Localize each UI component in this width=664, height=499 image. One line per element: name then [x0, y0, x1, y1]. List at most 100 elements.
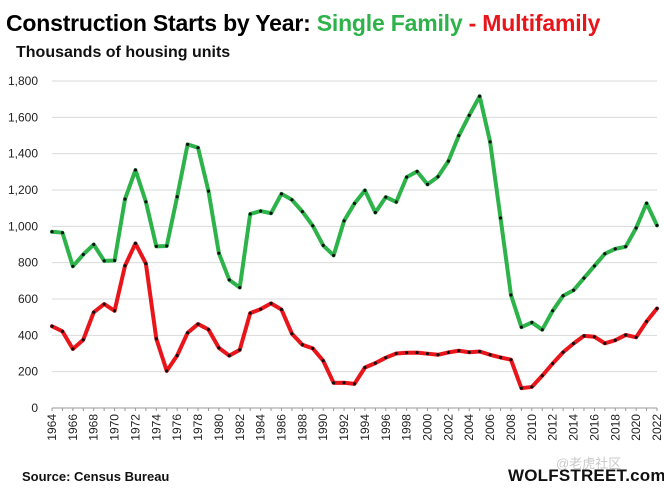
single-family-point [624, 245, 628, 249]
title-main: Construction Starts by Year: [6, 10, 317, 36]
single-family-point [290, 198, 294, 202]
x-tick-label: 2018 [608, 414, 622, 441]
x-tick-label: 2016 [587, 414, 601, 441]
x-tick-label: 1988 [295, 414, 309, 441]
single-family-point [498, 216, 503, 220]
single-family-point [425, 182, 430, 186]
multifamily-point [540, 374, 544, 378]
x-tick-label: 2020 [629, 414, 643, 441]
single-family-point [332, 253, 336, 257]
multifamily-point [373, 361, 377, 365]
single-family-point [603, 252, 607, 256]
multifamily-point [624, 333, 628, 337]
multifamily-point [217, 346, 221, 350]
title-separator: - [462, 10, 483, 36]
multifamily-point [300, 343, 304, 347]
single-family-point [363, 188, 367, 192]
x-tick-label: 1980 [212, 414, 226, 441]
multifamily-point [561, 350, 565, 354]
multifamily-point [478, 349, 482, 354]
x-tick-label: 1978 [191, 414, 205, 441]
single-family-point [206, 189, 211, 193]
x-tick-label: 1974 [149, 414, 163, 441]
single-family-point [405, 175, 409, 179]
title-multifamily: Multifamily [482, 10, 601, 36]
single-family-point [582, 276, 586, 280]
x-tick-label: 2004 [462, 414, 476, 441]
single-family-point [102, 259, 106, 263]
single-family-point [321, 243, 325, 248]
multifamily-point [133, 241, 138, 246]
single-family-point [71, 264, 75, 268]
multifamily-point [436, 353, 440, 357]
x-tick-label: 2006 [483, 414, 497, 441]
single-family-point [217, 251, 221, 255]
multifamily-point [144, 261, 148, 266]
multifamily-point [446, 350, 450, 355]
multifamily-point [92, 310, 96, 314]
x-tick-label: 1968 [87, 414, 101, 441]
chart-title: Construction Starts by Year: Single Fami… [6, 10, 600, 37]
single-family-point [154, 244, 158, 248]
multifamily-point [644, 319, 649, 324]
single-family-point [519, 325, 523, 329]
single-family-point [457, 134, 461, 138]
x-tick-label: 1966 [66, 414, 80, 441]
single-family-point [165, 244, 169, 248]
y-tick-label: 0 [31, 401, 38, 415]
single-family-point [634, 226, 638, 230]
multifamily-point [259, 307, 263, 311]
multifamily-point [352, 382, 357, 386]
single-family-point [133, 168, 138, 172]
single-family-point [592, 264, 597, 268]
multifamily-point [186, 331, 190, 335]
watermark: @老虎社区 [556, 456, 622, 471]
single-family-point [60, 231, 65, 235]
single-family-point [186, 142, 190, 147]
single-family-point [415, 169, 419, 174]
x-tick-label: 2010 [525, 414, 539, 441]
multifamily-point [467, 350, 471, 354]
single-family-point [488, 140, 492, 144]
single-family-point [613, 247, 617, 251]
multifamily-point [519, 386, 523, 390]
multifamily-point [488, 353, 492, 357]
multifamily-point [227, 354, 231, 358]
multifamily-point [112, 309, 117, 313]
x-tick-label: 1984 [254, 414, 268, 441]
single-family-point [540, 328, 544, 332]
multifamily-point [384, 356, 388, 360]
y-tick-label: 800 [18, 256, 38, 270]
multifamily-point [571, 341, 576, 346]
single-family-point [175, 195, 179, 199]
multifamily-point [206, 327, 211, 332]
multifamily-point [363, 365, 367, 370]
title-single-family: Single Family [316, 10, 463, 36]
single-family-point [92, 242, 96, 247]
single-family-point [446, 159, 450, 163]
multifamily-point [603, 341, 607, 345]
single-family-point [530, 320, 534, 325]
y-tick-label: 1,400 [8, 147, 38, 161]
y-tick-label: 1,000 [8, 219, 38, 233]
multifamily-point [248, 311, 252, 315]
multifamily-point [102, 302, 106, 306]
single-family-point [279, 192, 284, 196]
single-family-point [394, 200, 398, 204]
y-tick-label: 400 [18, 328, 38, 342]
multifamily-point [551, 361, 555, 366]
multifamily-point [123, 264, 127, 268]
multifamily-point [71, 347, 75, 351]
multifamily-point [175, 353, 179, 358]
single-family-point [50, 230, 54, 234]
multifamily-point [425, 352, 430, 356]
multifamily-point [655, 306, 659, 311]
multifamily-point [592, 335, 597, 339]
x-tick-label: 2022 [650, 414, 664, 441]
multifamily-point [582, 334, 586, 338]
single-family-point [352, 201, 357, 206]
single-family-point [342, 219, 346, 223]
multifamily-point [613, 338, 617, 342]
x-tick-label: 1990 [316, 414, 330, 441]
